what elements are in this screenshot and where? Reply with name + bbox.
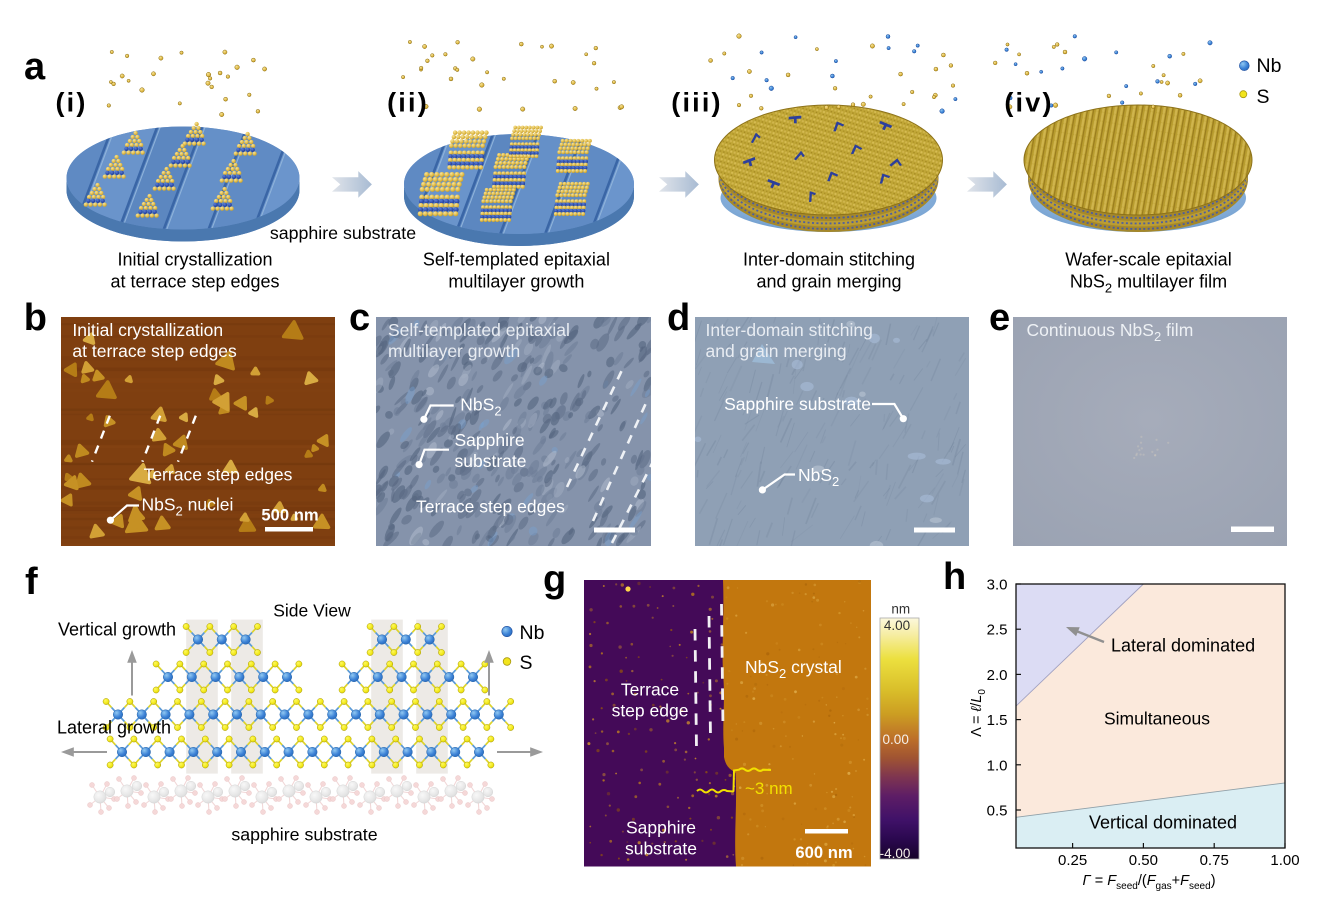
svg-text:sapphire substrate: sapphire substrate <box>231 825 377 845</box>
svg-text:0.50: 0.50 <box>1129 852 1158 869</box>
svg-text:substrate: substrate <box>625 839 697 859</box>
svg-text:e: e <box>989 297 1010 339</box>
svg-text:NbS2: NbS2 <box>798 465 839 489</box>
svg-text:h: h <box>943 556 966 598</box>
svg-text:Initial crystallization: Initial crystallization <box>117 250 272 270</box>
svg-text:(iv): (iv) <box>1004 88 1053 118</box>
svg-text:Inter-domain stitching: Inter-domain stitching <box>706 320 873 340</box>
svg-text:Sapphire: Sapphire <box>626 818 696 838</box>
svg-text:(ii): (ii) <box>387 88 429 118</box>
svg-text:b: b <box>24 297 47 339</box>
svg-text:Γ = Fseed/(Fgas+Fseed): Γ = Fseed/(Fgas+Fseed) <box>1082 873 1215 892</box>
svg-text:Terrace step edges: Terrace step edges <box>416 497 565 517</box>
svg-text:multilayer growth: multilayer growth <box>448 272 584 292</box>
svg-text:Inter-domain stitching: Inter-domain stitching <box>743 250 915 270</box>
svg-text:4.00: 4.00 <box>884 618 910 633</box>
svg-text:Lateral growth: Lateral growth <box>57 718 171 738</box>
svg-text:2.5: 2.5 <box>987 622 1008 639</box>
svg-text:at terrace step edges: at terrace step edges <box>110 272 279 292</box>
svg-text:Lateral dominated: Lateral dominated <box>1111 635 1255 655</box>
svg-text:g: g <box>543 559 566 601</box>
svg-text:Sapphire substrate: Sapphire substrate <box>724 394 871 414</box>
svg-text:NbS2 crystal: NbS2 crystal <box>745 657 842 681</box>
svg-text:Self-templated epitaxial: Self-templated epitaxial <box>388 320 570 340</box>
svg-text:Continuous NbS2 film: Continuous NbS2 film <box>1027 320 1194 344</box>
svg-text:600 nm: 600 nm <box>795 843 852 862</box>
svg-text:-4.00: -4.00 <box>880 846 911 861</box>
svg-text:Wafer-scale epitaxial: Wafer-scale epitaxial <box>1065 250 1231 270</box>
svg-text:0.5: 0.5 <box>987 803 1008 820</box>
svg-text:0.00: 0.00 <box>883 732 909 747</box>
svg-text:sapphire substrate: sapphire substrate <box>270 223 416 243</box>
svg-text:Initial crystallization: Initial crystallization <box>72 320 223 340</box>
svg-text:NbS2: NbS2 <box>460 395 501 419</box>
svg-text:0.75: 0.75 <box>1200 852 1229 869</box>
svg-text:NbS2 nuclei: NbS2 nuclei <box>142 495 234 519</box>
svg-text:f: f <box>25 561 38 603</box>
svg-text:S: S <box>1257 86 1270 108</box>
svg-text:2.0: 2.0 <box>987 667 1008 684</box>
svg-text:Terrace step edges: Terrace step edges <box>144 465 293 485</box>
svg-text:1.00: 1.00 <box>1270 852 1299 869</box>
svg-text:Self-templated epitaxial: Self-templated epitaxial <box>423 250 610 270</box>
svg-text:(iii): (iii) <box>671 88 723 118</box>
svg-text:Nb: Nb <box>520 622 545 644</box>
svg-text:0.25: 0.25 <box>1058 852 1087 869</box>
svg-text:Vertical growth: Vertical growth <box>58 620 176 640</box>
svg-text:and grain merging: and grain merging <box>706 341 847 361</box>
svg-text:1.0: 1.0 <box>987 757 1008 774</box>
svg-text:a: a <box>24 46 46 88</box>
svg-text:substrate: substrate <box>455 451 527 471</box>
svg-text:3.0: 3.0 <box>987 577 1008 594</box>
svg-text:~3 nm: ~3 nm <box>745 779 793 798</box>
svg-text:nm: nm <box>891 602 910 617</box>
svg-text:c: c <box>349 297 370 339</box>
svg-text:Λ = ℓ/L0: Λ = ℓ/L0 <box>969 689 988 737</box>
svg-text:multilayer growth: multilayer growth <box>388 341 520 361</box>
svg-text:S: S <box>520 652 533 674</box>
svg-text:step edge: step edge <box>612 701 689 721</box>
svg-text:Nb: Nb <box>1257 55 1282 77</box>
svg-text:Terrace: Terrace <box>621 680 679 700</box>
svg-text:1.5: 1.5 <box>987 712 1008 729</box>
svg-text:d: d <box>667 297 690 339</box>
svg-text:Side View: Side View <box>273 601 351 621</box>
svg-text:and grain merging: and grain merging <box>756 272 901 292</box>
svg-text:500 nm: 500 nm <box>261 506 318 525</box>
svg-text:at terrace step edges: at terrace step edges <box>72 341 237 361</box>
svg-text:(i): (i) <box>55 88 87 118</box>
svg-text:Sapphire: Sapphire <box>455 430 525 450</box>
svg-text:NbS2 multilayer film: NbS2 multilayer film <box>1070 272 1227 296</box>
svg-text:Vertical dominated: Vertical dominated <box>1089 813 1237 833</box>
svg-text:Simultaneous: Simultaneous <box>1104 709 1210 729</box>
